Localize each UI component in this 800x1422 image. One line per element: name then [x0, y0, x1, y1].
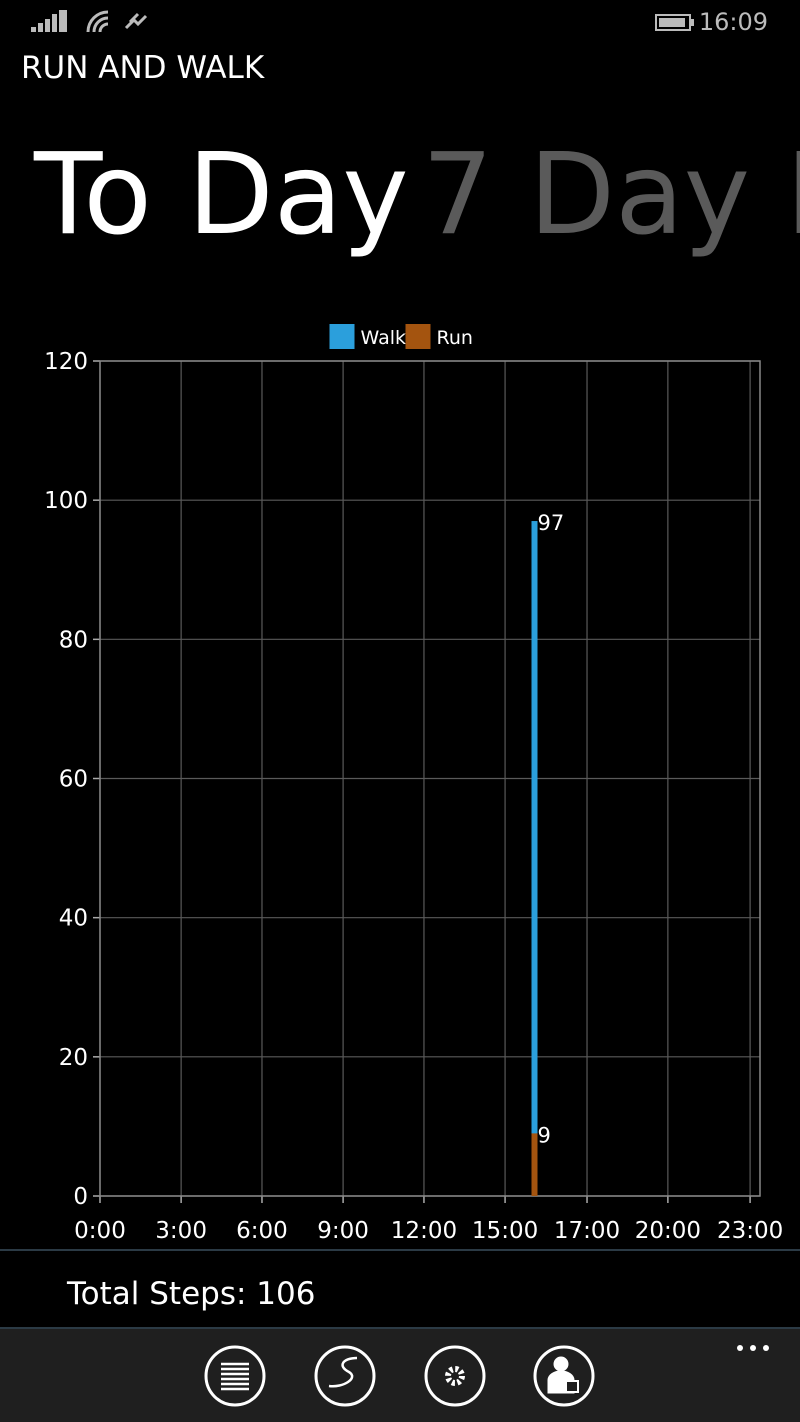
battery-tip: [691, 19, 694, 26]
legend-swatch: [329, 324, 355, 349]
signal-icon: [31, 10, 67, 32]
list-button[interactable]: [204, 1345, 266, 1407]
settings-button[interactable]: [424, 1345, 486, 1407]
y-tick-label: 40: [59, 906, 88, 932]
legend-label: Walk: [361, 327, 407, 349]
x-tick-label: 0:00: [74, 1218, 126, 1244]
y-tick-label: 0: [73, 1184, 88, 1210]
more-button[interactable]: [737, 1345, 769, 1351]
x-tick-label: 23:00: [717, 1218, 783, 1244]
plot-border: [99, 360, 761, 1197]
y-tick-label: 120: [44, 349, 88, 375]
status-bar: 16:09: [31, 8, 768, 36]
battery-level: [659, 18, 685, 27]
x-tick-label: 6:00: [236, 1218, 288, 1244]
legend-label: Run: [437, 327, 473, 349]
battery-icon: [655, 14, 691, 31]
x-tick-label: 3:00: [155, 1218, 207, 1244]
y-tick-label: 80: [59, 627, 88, 653]
x-tick-label: 17:00: [554, 1218, 620, 1244]
pivot-tab-active[interactable]: To Day: [33, 130, 409, 260]
legend-swatch: [405, 324, 431, 349]
y-tick-label: 60: [59, 767, 88, 793]
bar: [531, 1133, 538, 1196]
value-label: 9: [538, 1123, 551, 1147]
x-tick-label: 9:00: [317, 1218, 369, 1244]
chart: 0 20 40 60 80 100 120 0:00 3:00 6:00 9:00 12:00 15:0…: [44, 324, 783, 1244]
x-tick-label: 15:00: [472, 1218, 538, 1244]
x-tick-label: 12:00: [391, 1218, 457, 1244]
y-tick-label: 20: [59, 1045, 88, 1071]
bar: [531, 521, 538, 1196]
profile-button[interactable]: [533, 1345, 595, 1407]
clock: 16:09: [699, 8, 768, 36]
route-button[interactable]: [314, 1345, 376, 1407]
app-title: RUN AND WALK: [21, 50, 265, 86]
value-label: 97: [538, 511, 565, 535]
y-tick-label: 100: [44, 488, 88, 514]
data-icon: [124, 12, 148, 30]
total-steps: Total Steps: 106: [66, 1276, 315, 1312]
pivot-tab[interactable]: 7 Day M: [422, 130, 800, 260]
wifi-icon: [86, 10, 109, 33]
app-bar: [0, 1328, 800, 1422]
x-tick-label: 20:00: [635, 1218, 701, 1244]
